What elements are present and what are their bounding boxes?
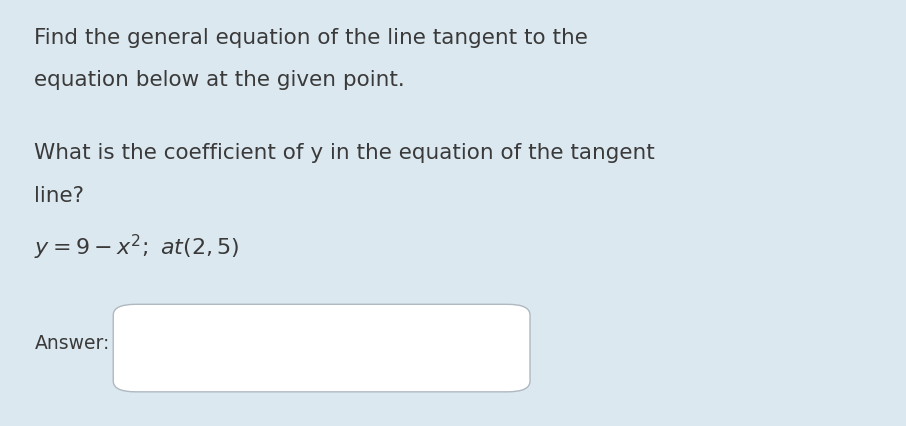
- Text: Find the general equation of the line tangent to the: Find the general equation of the line ta…: [34, 28, 588, 48]
- Text: equation below at the given point.: equation below at the given point.: [34, 70, 405, 90]
- Text: Answer:: Answer:: [34, 334, 110, 352]
- FancyBboxPatch shape: [113, 305, 530, 392]
- Text: $y = 9 - x^2{;}\ at(2,5)$: $y = 9 - x^2{;}\ at(2,5)$: [34, 232, 240, 261]
- Text: line?: line?: [34, 185, 84, 205]
- Text: What is the coefficient of y in the equation of the tangent: What is the coefficient of y in the equa…: [34, 143, 655, 163]
